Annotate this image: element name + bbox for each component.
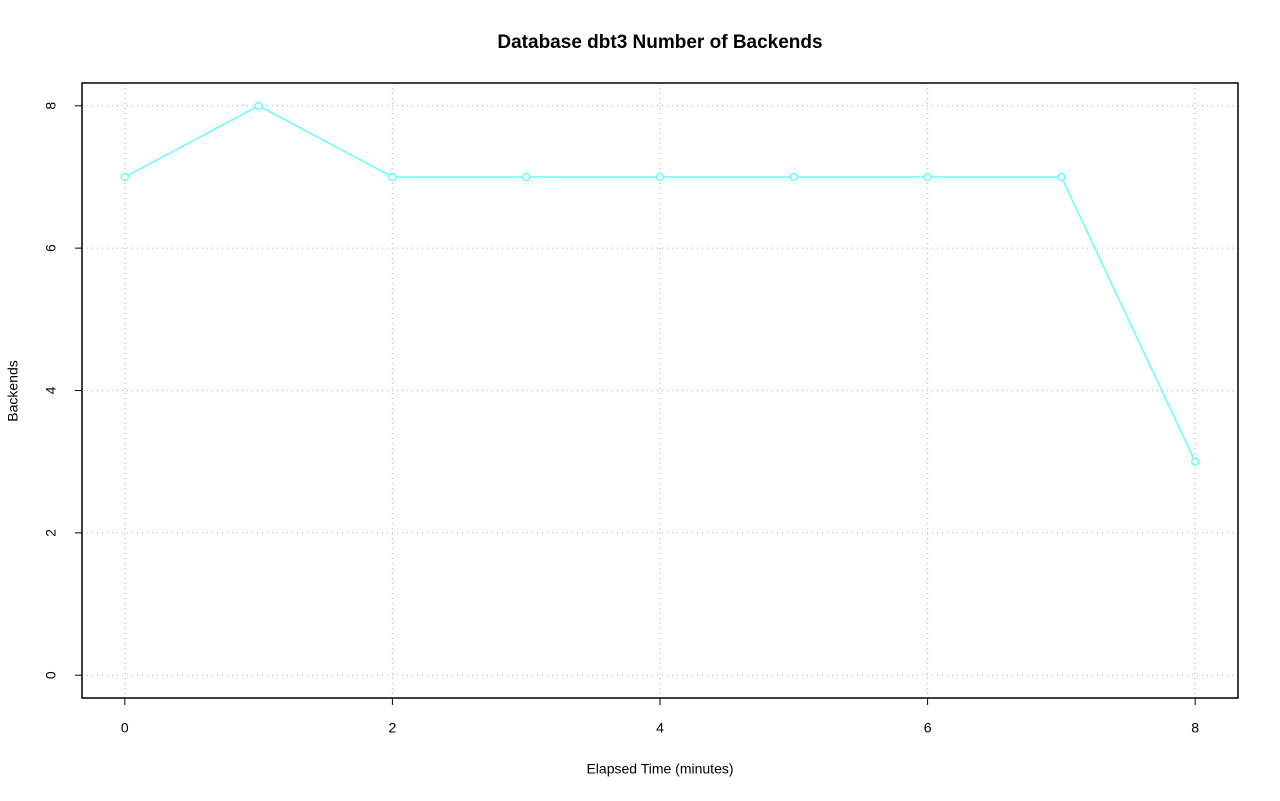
y-axis-label: Backends bbox=[5, 360, 21, 421]
x-tick-label: 2 bbox=[389, 720, 397, 736]
data-point bbox=[521, 172, 531, 182]
data-point bbox=[923, 172, 932, 182]
x-tick-label: 0 bbox=[121, 720, 129, 736]
data-point bbox=[120, 172, 130, 182]
data-point bbox=[655, 172, 665, 182]
y-tick-label: 4 bbox=[43, 386, 59, 394]
data-point bbox=[254, 101, 263, 111]
data-point bbox=[1057, 172, 1066, 182]
chart-title: Database dbt3 Number of Backends bbox=[497, 32, 822, 53]
x-tick-label: 4 bbox=[656, 720, 664, 736]
y-tick-label: 2 bbox=[43, 529, 59, 537]
y-tick-label: 8 bbox=[43, 102, 59, 110]
y-tick-label: 0 bbox=[43, 671, 59, 679]
data-point bbox=[388, 172, 397, 182]
data-point bbox=[1190, 457, 1200, 466]
y-tick-label: 6 bbox=[43, 244, 59, 252]
x-axis-label: Elapsed Time (minutes) bbox=[586, 761, 733, 777]
x-tick-label: 8 bbox=[1191, 720, 1199, 736]
x-tick-label: 6 bbox=[924, 720, 932, 736]
data-point bbox=[789, 172, 799, 182]
plot-frame bbox=[81, 82, 1239, 699]
